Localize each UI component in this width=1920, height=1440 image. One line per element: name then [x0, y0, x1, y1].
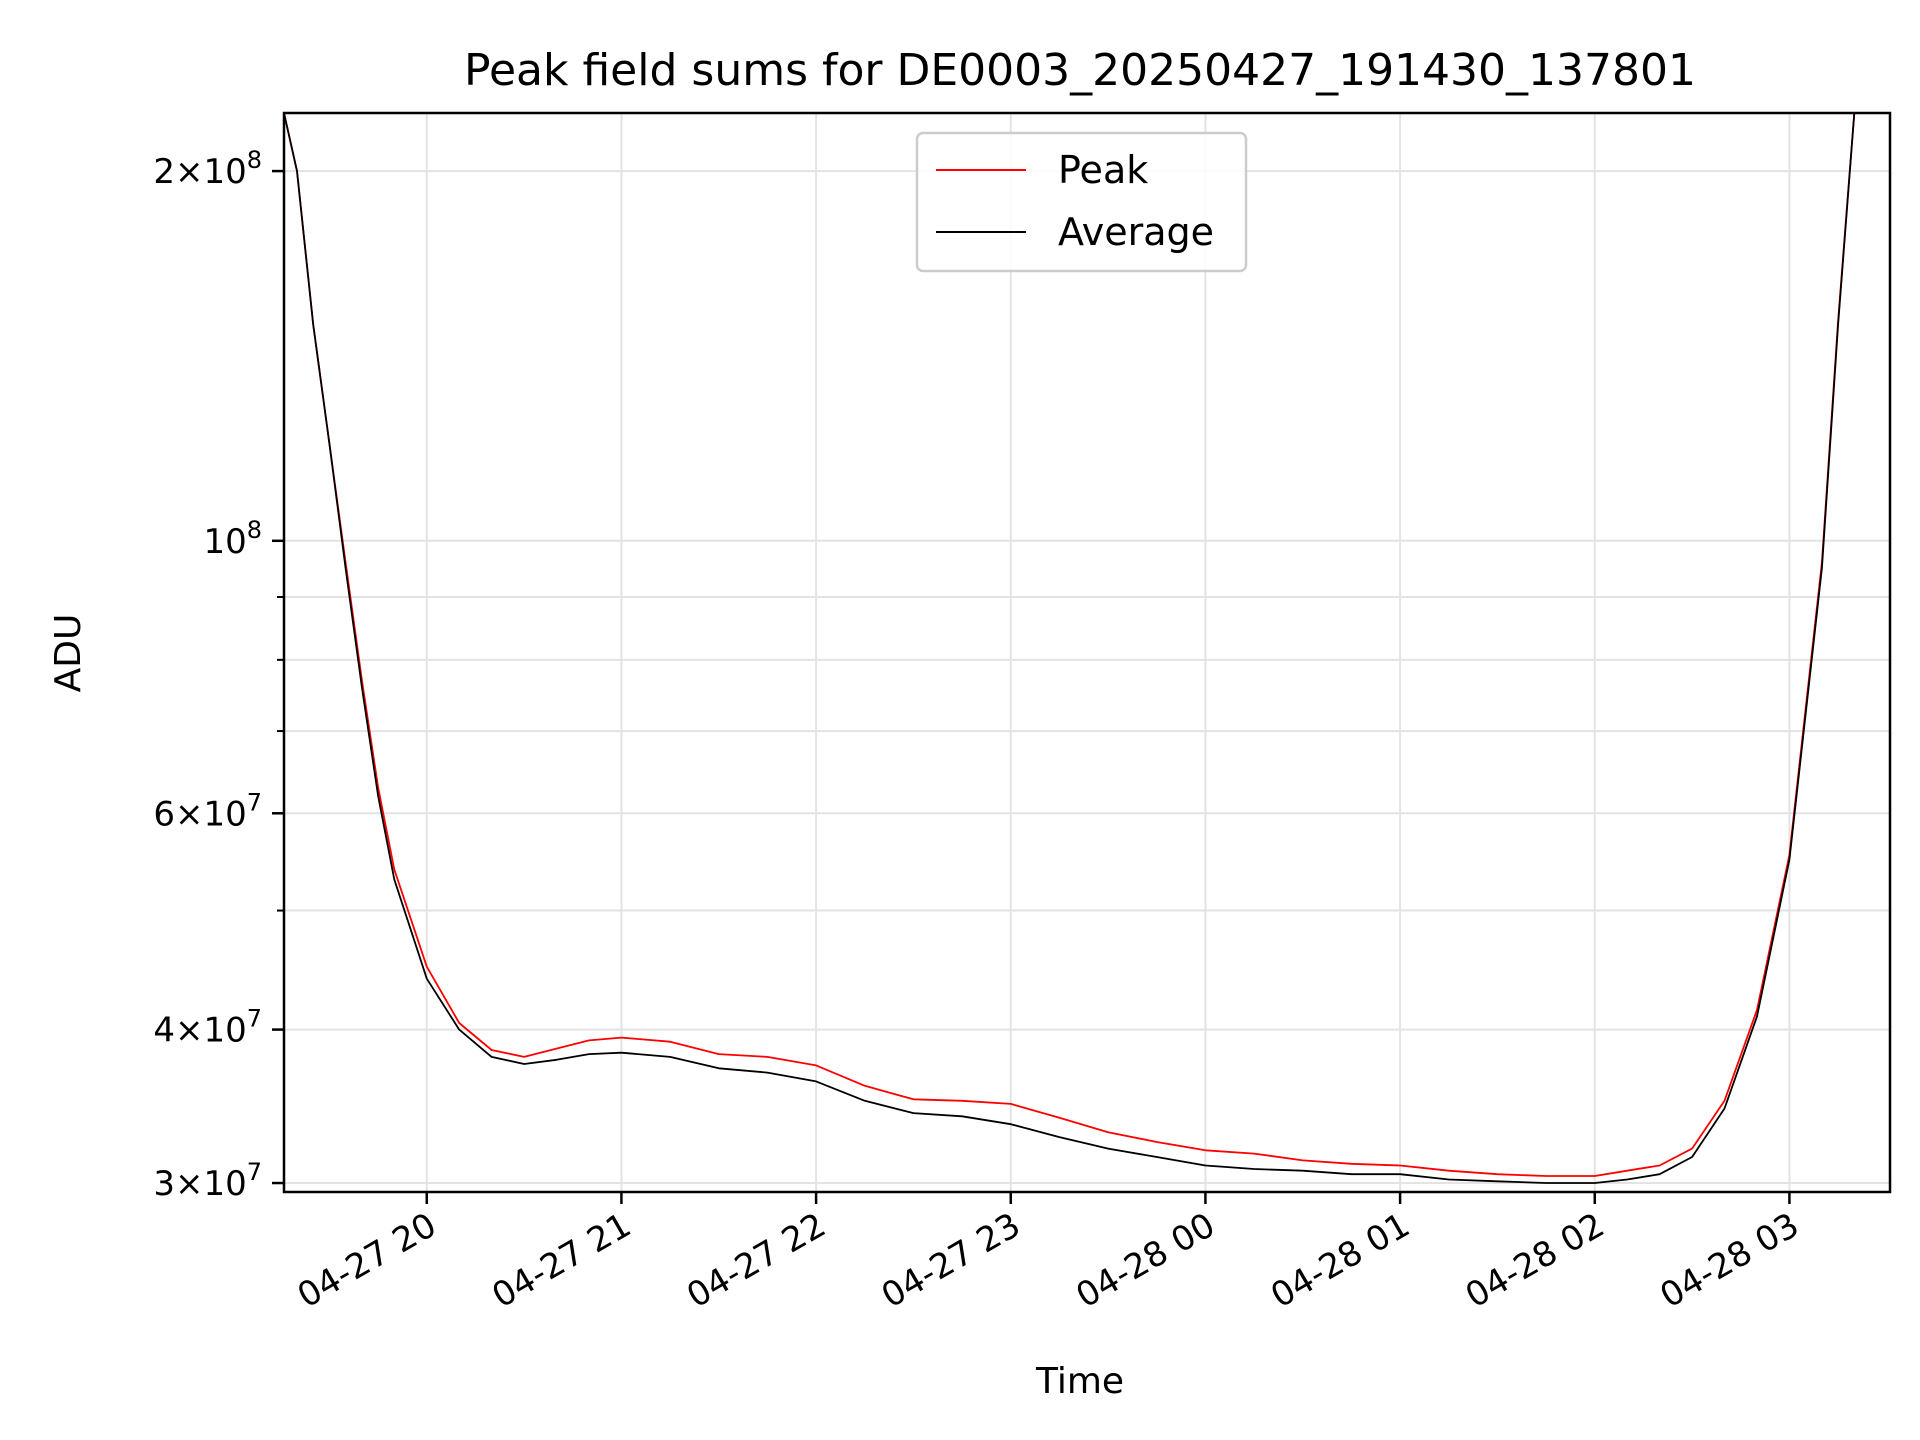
- plot-frame: [282, 111, 1892, 1194]
- x-tick-label: 04-27 22: [680, 1205, 832, 1316]
- chart-title: Peak field sums for DE0003_20250427_1914…: [464, 45, 1696, 96]
- x-tick-label: 04-28 02: [1459, 1205, 1611, 1316]
- x-tick-label: 04-27 23: [875, 1205, 1027, 1316]
- y-tick-label: 2×108: [153, 146, 262, 192]
- y-tick-label: 6×107: [153, 788, 262, 834]
- x-tick-label: 04-27 20: [291, 1205, 443, 1316]
- x-tick-label: 04-28 03: [1654, 1205, 1806, 1316]
- x-tick-label: 04-28 01: [1264, 1205, 1416, 1316]
- legend: Peak Average: [915, 131, 1248, 273]
- y-axis-label: ADU: [48, 614, 89, 693]
- x-tick-label: 04-27 21: [486, 1205, 638, 1316]
- y-tick-label: 3×107: [153, 1158, 262, 1204]
- legend-peak-label: Peak: [1058, 148, 1148, 192]
- peak-series-line: [284, 113, 1856, 1177]
- x-tick-label: 04-28 00: [1070, 1205, 1222, 1316]
- grid: [284, 113, 1890, 1192]
- y-tick-label: 108: [203, 516, 262, 562]
- x-axis-label: Time: [1035, 1361, 1124, 1402]
- legend-average-label: Average: [1058, 210, 1214, 254]
- average-series-line: [284, 113, 1856, 1184]
- plot-lines: [284, 113, 1856, 1184]
- legend-box: [915, 131, 1248, 273]
- y-tick-label: 4×107: [153, 1005, 262, 1051]
